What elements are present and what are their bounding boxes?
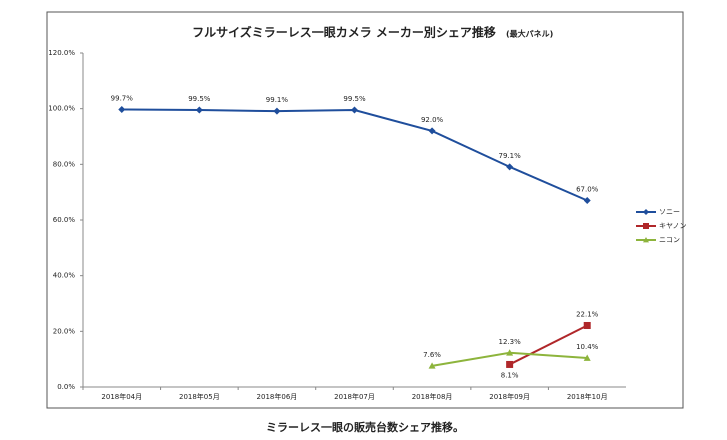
y-tick-label: 20.0%	[53, 327, 76, 335]
point	[351, 106, 358, 114]
legend-label: ニコン	[659, 236, 680, 244]
data-label: 67.0%	[576, 186, 599, 194]
point	[583, 354, 591, 361]
legend-label: ソニー	[659, 208, 680, 216]
y-tick-label: 0.0%	[57, 383, 75, 391]
point	[506, 163, 514, 171]
series-line	[509, 324, 588, 366]
point	[506, 349, 514, 356]
point	[506, 360, 514, 368]
x-tick-label: 2018年04月	[101, 392, 142, 401]
legend-marker	[643, 237, 649, 243]
x-tick-label: 2018年09月	[489, 392, 530, 401]
y-tick-label: 120.0%	[48, 49, 75, 57]
point	[195, 106, 203, 114]
data-label: 7.6%	[423, 351, 441, 359]
legend-marker	[643, 209, 649, 215]
y-tick-label: 100.0%	[48, 105, 75, 113]
chart-subtitle: (最大パネル)	[506, 29, 553, 39]
point	[583, 321, 591, 329]
chart-frame	[46, 11, 684, 409]
point	[118, 106, 126, 114]
y-tick-label: 80.0%	[53, 160, 76, 168]
x-tick-label: 2018年05月	[179, 392, 220, 401]
point	[428, 127, 436, 135]
x-tick-label: 2018年10月	[567, 392, 608, 401]
legend-label: キヤノン	[659, 222, 686, 230]
data-label: 99.5%	[343, 95, 366, 103]
x-tick-label: 2018年07月	[334, 392, 375, 401]
data-label: 99.7%	[111, 95, 134, 103]
y-tick-label: 60.0%	[53, 216, 76, 224]
data-label: 10.4%	[576, 343, 599, 351]
point	[583, 197, 591, 205]
y-tick-label: 40.0%	[53, 272, 76, 280]
data-label: 22.1%	[576, 310, 599, 318]
data-label: 99.1%	[266, 96, 289, 104]
data-label: 99.5%	[188, 95, 211, 103]
legend-marker	[643, 223, 649, 229]
data-label: 79.1%	[499, 152, 522, 160]
chart-title: フルサイズミラーレス一眼カメラ メーカー別シェア推移	[192, 25, 496, 40]
x-tick-label: 2018年06月	[257, 392, 298, 401]
data-label: 8.1%	[501, 371, 519, 379]
data-label: 92.0%	[421, 116, 444, 124]
data-label: 12.3%	[499, 338, 522, 346]
point	[428, 362, 436, 369]
x-tick-label: 2018年08月	[412, 392, 453, 401]
caption: ミラーレス一眼の販売台数シェア推移。	[266, 420, 464, 434]
point	[273, 107, 281, 115]
